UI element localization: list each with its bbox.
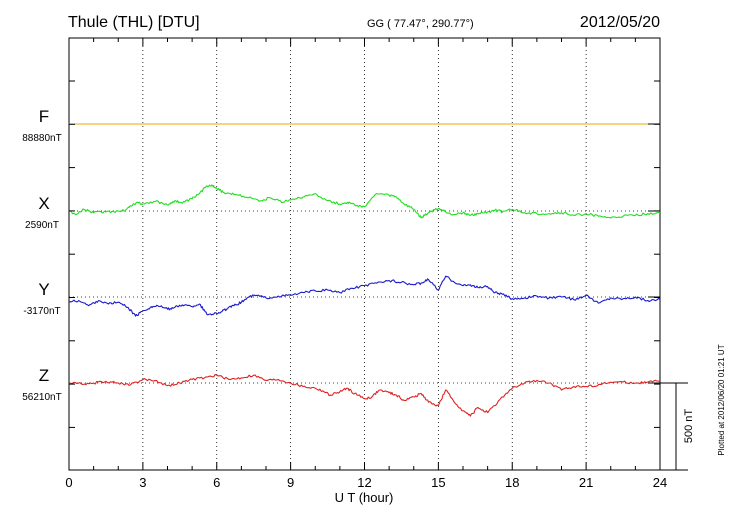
series-line-x	[68, 184, 661, 219]
component-baseline-z: 56210nT	[22, 392, 61, 403]
plotted-timestamp: Plotted at 2012/06/20 01:21 UT	[717, 344, 726, 455]
x-tick-label-12: 12	[357, 475, 371, 490]
x-tick-label-21: 21	[579, 475, 593, 490]
chart-title-date: 2012/05/20	[580, 14, 660, 31]
series-line-y	[68, 275, 661, 317]
component-baseline-x: 2590nT	[25, 220, 59, 231]
grid-lines	[142, 38, 587, 470]
chart-title-station: Thule (THL) [DTU]	[68, 14, 200, 31]
scale-bar-label: 500 nT	[683, 409, 695, 444]
chart-title-coordinates: GG ( 77.47°, 290.77°)	[367, 18, 474, 30]
x-tick-labels: 0 3 6 9 12 15 18 21 24	[65, 475, 667, 490]
scale-bar: 500 nT	[660, 382, 695, 471]
x-tick-label-6: 6	[213, 475, 220, 490]
x-tick-label-3: 3	[139, 475, 146, 490]
component-baseline-y: -3170nT	[23, 306, 60, 317]
series-group	[68, 123, 661, 417]
component-letter-y: Y	[38, 280, 49, 299]
component-letter-f: F	[39, 107, 49, 126]
x-tick-label-24: 24	[653, 475, 667, 490]
component-letter-x: X	[38, 194, 49, 213]
x-tick-label-9: 9	[287, 475, 294, 490]
component-letter-z: Z	[39, 366, 49, 385]
series-line-z	[68, 373, 661, 417]
component-baseline-f: 88880nT	[22, 133, 61, 144]
x-axis-label: U T (hour)	[335, 490, 394, 505]
component-labels: F 88880nT X 2590nT Y -3170nT Z 56210nT	[22, 107, 61, 403]
x-tick-label-15: 15	[431, 475, 445, 490]
axis-ticks	[68, 38, 661, 470]
x-tick-label-18: 18	[505, 475, 519, 490]
x-tick-label-0: 0	[65, 475, 72, 490]
